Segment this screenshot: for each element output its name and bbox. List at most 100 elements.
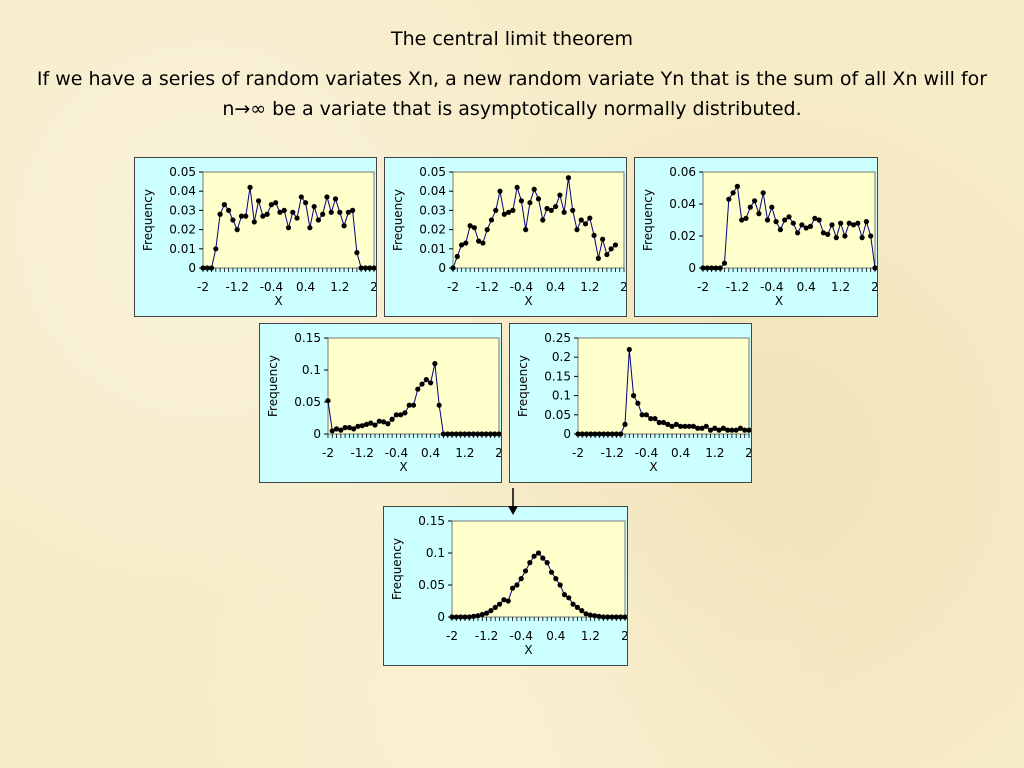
x-tick-label: 0.4	[671, 446, 690, 460]
data-point	[704, 265, 710, 271]
data-point	[566, 595, 572, 601]
chart-svg: 0 0.01 0.02 0.03 0.04 0.05 -2 -1.2 -0.4 0.4 1.2 2 X F…	[391, 165, 626, 308]
data-point	[601, 431, 607, 437]
data-point	[449, 431, 455, 437]
x-tick-label: -1.2	[475, 629, 498, 643]
data-point	[268, 202, 274, 208]
data-point	[243, 213, 249, 219]
data-point	[868, 233, 874, 239]
data-point	[496, 431, 501, 437]
data-point	[548, 569, 555, 575]
data-point	[587, 215, 593, 221]
data-point	[255, 198, 262, 204]
data-point	[565, 175, 572, 181]
x-tick-label: 2	[495, 446, 501, 460]
y-tick-label: 0.06	[669, 165, 696, 179]
x-tick-label: -2	[197, 280, 209, 294]
y-tick-label: 0.02	[169, 223, 196, 237]
data-point	[820, 230, 826, 236]
y-tick-label: 0	[563, 427, 571, 441]
x-tick-label: -0.4	[385, 446, 408, 460]
data-point	[298, 194, 304, 200]
data-point	[415, 386, 421, 392]
data-point	[582, 221, 589, 227]
plot-area	[202, 171, 375, 269]
data-point	[475, 431, 481, 437]
data-point	[462, 614, 468, 620]
data-point	[307, 225, 313, 231]
x-axis-label: X	[775, 294, 783, 308]
data-point	[230, 217, 236, 223]
x-tick-label: 2	[871, 280, 877, 294]
data-point	[612, 242, 619, 248]
data-point	[583, 431, 590, 437]
data-point	[487, 431, 494, 437]
data-point	[479, 431, 485, 437]
data-point	[514, 582, 520, 588]
data-point	[695, 425, 701, 431]
data-point	[354, 250, 360, 256]
y-tick-label: 0.02	[419, 223, 446, 237]
data-point	[721, 260, 728, 266]
data-point	[712, 425, 718, 431]
data-point	[652, 416, 658, 422]
data-point	[635, 400, 641, 406]
x-tick-label: 0.4	[546, 280, 565, 294]
data-point	[204, 265, 210, 271]
plot-area	[702, 171, 876, 269]
data-point	[799, 222, 805, 228]
data-point	[648, 416, 654, 422]
data-point	[492, 604, 498, 610]
data-point	[367, 265, 373, 271]
x-tick-label: -0.4	[635, 446, 658, 460]
data-point	[484, 227, 490, 233]
data-point	[739, 217, 745, 223]
data-point	[531, 553, 537, 559]
chart-panel-3: 0 0.02 0.04 0.06 -2 -1.2 -0.4 0.4 1.2 2 X Frequency	[634, 157, 878, 317]
data-point	[643, 412, 649, 418]
data-point	[509, 585, 516, 591]
data-point	[518, 576, 524, 582]
data-point	[773, 219, 779, 225]
data-point	[795, 230, 801, 236]
data-point	[320, 211, 326, 217]
chart-svg: 0 0.05 0.1 0.15 -2 -1.2 -0.4 0.4 1.2 2 X Frequency	[266, 331, 501, 474]
slide-title: The central limit theorem	[390, 28, 633, 50]
data-point	[587, 612, 593, 618]
data-point	[440, 431, 447, 437]
data-point	[458, 614, 464, 620]
data-point	[850, 222, 857, 228]
x-tick-label: -1.2	[475, 280, 498, 294]
data-point	[605, 431, 611, 437]
data-point	[570, 207, 576, 213]
x-tick-label: 1.2	[581, 629, 600, 643]
x-tick-label: 0.4	[546, 629, 565, 643]
data-point	[483, 431, 489, 437]
plot-area	[577, 337, 750, 435]
data-point	[707, 427, 714, 433]
y-tick-label: 0.1	[426, 546, 445, 560]
data-point	[737, 425, 744, 431]
data-point	[247, 184, 253, 190]
data-point	[535, 196, 542, 202]
data-point	[609, 431, 615, 437]
data-point	[510, 207, 516, 213]
y-tick-label: 0.1	[552, 389, 571, 403]
data-point	[410, 402, 417, 408]
x-tick-label: -2	[697, 280, 709, 294]
data-point	[285, 225, 292, 231]
data-point	[337, 209, 343, 215]
data-point	[726, 196, 732, 202]
data-point	[350, 207, 356, 213]
data-point	[264, 211, 270, 217]
data-point	[303, 200, 309, 206]
y-tick-label: 0.01	[169, 242, 196, 256]
data-point	[505, 598, 511, 604]
data-point	[613, 431, 620, 437]
data-point	[492, 431, 498, 437]
x-tick-label: 1.2	[831, 280, 850, 294]
x-axis-label: X	[274, 294, 282, 308]
data-point	[389, 416, 395, 422]
chart-svg: 0 0.01 0.02 0.03 0.04 0.05 -2 -1.2 -0.4 0.4 1.2 2 X F…	[141, 165, 376, 308]
y-axis-label: Frequency	[641, 189, 655, 251]
